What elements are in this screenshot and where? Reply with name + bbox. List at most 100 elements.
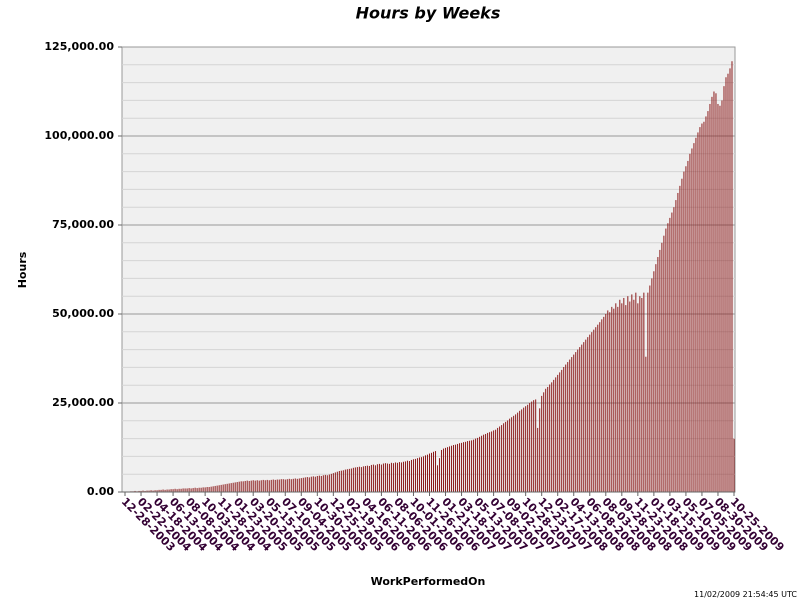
bar bbox=[595, 327, 597, 492]
bar bbox=[262, 479, 264, 492]
y-axis-label: Hours bbox=[16, 251, 29, 288]
bar bbox=[310, 476, 312, 492]
bar bbox=[677, 192, 679, 492]
bar bbox=[483, 434, 485, 492]
bar bbox=[527, 404, 529, 492]
bar bbox=[439, 458, 441, 492]
bar bbox=[589, 334, 591, 492]
y-tick-label: 50,000.00 bbox=[52, 307, 114, 320]
bar bbox=[659, 249, 661, 492]
bar bbox=[330, 473, 332, 492]
bar bbox=[354, 467, 356, 492]
bar bbox=[661, 242, 663, 492]
bar bbox=[567, 362, 569, 492]
bar bbox=[627, 296, 629, 492]
bar bbox=[653, 271, 655, 492]
bar bbox=[154, 490, 156, 492]
bar bbox=[324, 474, 326, 492]
bar bbox=[645, 356, 647, 492]
bar bbox=[376, 464, 378, 492]
bar bbox=[408, 461, 410, 492]
timestamp: 11/02/2009 21:54:45 UTC bbox=[694, 590, 797, 599]
bar bbox=[565, 364, 567, 492]
bar bbox=[216, 485, 218, 492]
bar bbox=[342, 470, 344, 492]
bar bbox=[501, 425, 503, 492]
bar bbox=[665, 228, 667, 492]
bar bbox=[174, 488, 176, 492]
bar bbox=[426, 454, 428, 492]
bar bbox=[404, 461, 406, 492]
bar bbox=[615, 303, 617, 492]
bar bbox=[511, 417, 513, 492]
bar bbox=[260, 480, 262, 492]
bar bbox=[366, 465, 368, 492]
bar bbox=[515, 414, 517, 492]
bar bbox=[621, 303, 623, 492]
bar bbox=[569, 359, 571, 492]
bar bbox=[268, 480, 270, 492]
bar bbox=[388, 463, 390, 492]
bar bbox=[607, 310, 609, 492]
bar bbox=[619, 299, 621, 492]
bar bbox=[613, 308, 615, 492]
bar bbox=[605, 314, 607, 492]
bar bbox=[603, 316, 605, 492]
bar bbox=[226, 483, 228, 492]
bar bbox=[254, 480, 256, 492]
bar bbox=[144, 490, 146, 492]
bar bbox=[633, 299, 635, 492]
bar bbox=[360, 467, 362, 492]
bar bbox=[242, 481, 244, 492]
bar bbox=[202, 487, 204, 492]
bar bbox=[220, 484, 222, 492]
bar bbox=[234, 482, 236, 492]
bar bbox=[535, 399, 537, 492]
bar bbox=[453, 445, 455, 492]
bar bbox=[499, 426, 501, 492]
bar bbox=[276, 479, 278, 492]
bar bbox=[571, 357, 573, 492]
bar bbox=[420, 457, 422, 492]
bar bbox=[491, 431, 493, 492]
bar bbox=[400, 462, 402, 492]
bar bbox=[611, 306, 613, 492]
bar bbox=[164, 489, 166, 492]
bar bbox=[471, 440, 473, 492]
bar bbox=[208, 487, 210, 492]
y-tick-label: 25,000.00 bbox=[52, 396, 114, 409]
bar bbox=[244, 480, 246, 492]
bar bbox=[695, 137, 697, 492]
bar bbox=[394, 462, 396, 492]
bar bbox=[671, 212, 673, 493]
bar bbox=[585, 339, 587, 492]
bar bbox=[687, 160, 689, 493]
bar bbox=[350, 468, 352, 492]
bar bbox=[212, 486, 214, 492]
bar bbox=[292, 478, 294, 492]
bar bbox=[392, 463, 394, 492]
bar bbox=[344, 469, 346, 492]
bar bbox=[663, 235, 665, 492]
bar bbox=[224, 484, 226, 492]
bar bbox=[398, 462, 400, 492]
bar bbox=[441, 449, 443, 492]
bar bbox=[673, 207, 675, 492]
bar bbox=[402, 461, 404, 492]
bar bbox=[497, 427, 499, 492]
bar bbox=[681, 178, 683, 492]
bar bbox=[733, 438, 735, 492]
bar bbox=[429, 453, 430, 492]
bar bbox=[583, 342, 585, 492]
bar bbox=[252, 480, 254, 492]
bar bbox=[445, 447, 447, 492]
bar bbox=[134, 490, 136, 492]
bar bbox=[643, 292, 645, 492]
bar bbox=[200, 487, 202, 492]
bar bbox=[547, 386, 549, 492]
y-tick-label: 0.00 bbox=[87, 485, 114, 498]
bar bbox=[326, 475, 328, 492]
y-tick-label: 100,000.00 bbox=[44, 129, 114, 142]
bar bbox=[649, 285, 651, 492]
